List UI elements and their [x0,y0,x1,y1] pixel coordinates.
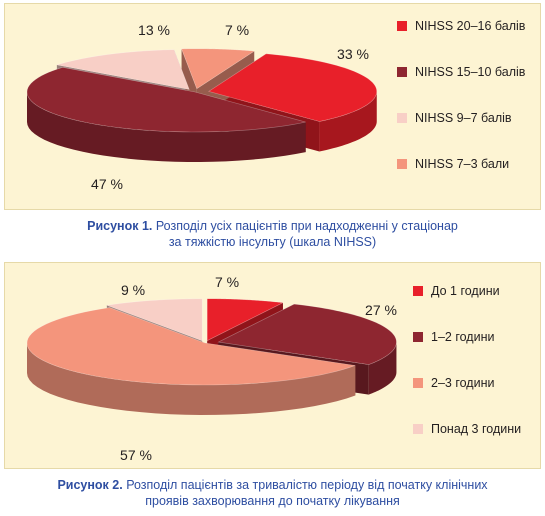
slice-value-label: 7 % [215,274,239,290]
legend-swatch [413,378,423,388]
slice-value-label: 9 % [121,282,145,298]
slice-value-label: 13 % [138,22,170,38]
slice-value-label: 7 % [225,22,249,38]
caption-text: Розподіл пацієнтів за тривалістю періоду… [126,478,488,492]
legend-1: NIHSS 20–16 балів NIHSS 15–10 балів NIHS… [397,16,525,200]
slice-value-label: 47 % [91,176,123,192]
caption-text: за тяжкістю інсульту (шкала NIHSS) [168,235,377,249]
chart-panel-1: 33 % 47 % 13 % 7 % NIHSS 20–16 балів NIHSS … [4,3,541,210]
legend-label: NIHSS 9–7 балів [415,111,512,125]
legend-item: 1–2 години [413,327,521,347]
chart-panel-2: 7 % 27 % 57 % 9 % До 1 години 1–2 години 2–… [4,262,541,469]
caption-label: Рисунок 1. [87,219,153,233]
legend-2: До 1 години 1–2 години 2–3 години Понад … [413,281,521,465]
pie-slice-side [368,342,397,395]
legend-swatch [397,67,407,77]
pie-slice-side [27,92,306,162]
legend-swatch [397,159,407,169]
pie-slice [217,303,397,365]
legend-item: NIHSS 15–10 балів [397,62,525,82]
legend-item: NIHSS 7–3 бали [397,154,525,174]
pie-chart-1: 33 % 47 % 13 % 7 % [26,22,378,192]
legend-swatch [413,424,423,434]
legend-label: Понад 3 години [431,422,522,436]
slice-value-label: 57 % [120,447,152,463]
legend-label: NIHSS 20–16 балів [415,19,526,33]
pie-slice [181,48,256,90]
legend-label: NIHSS 15–10 балів [415,65,526,79]
legend-swatch [397,113,407,123]
pie-chart-2: 7 % 27 % 57 % 9 % [26,274,397,463]
legend-swatch [413,286,423,296]
caption-text: Розподіл усіх пацієнтів при надходженні … [155,219,458,233]
pie-slice [26,307,356,386]
pie-slice [106,298,203,342]
pie-slice-side [27,343,356,415]
legend-swatch [397,21,407,31]
figure-caption-2: Рисунок 2. Розподіл пацієнтів за тривалі… [0,477,545,509]
pie-slice [26,67,306,133]
legend-label: 1–2 години [431,330,495,344]
caption-text: проявів захворювання до початку лікуванн… [145,494,400,508]
pie-slice [56,49,190,90]
figure-caption-1: Рисунок 1. Розподіл усіх пацієнтів при н… [0,218,545,250]
pie-slice [206,298,285,342]
legend-label: 2–3 години [431,376,495,390]
legend-item: 2–3 години [413,373,521,393]
caption-label: Рисунок 2. [57,478,123,492]
slice-value-label: 27 % [365,302,397,318]
slice-value-label: 33 % [337,46,369,62]
pie-slice-side [319,91,377,152]
legend-label: До 1 години [431,284,500,298]
legend-item: Понад 3 години [413,419,521,439]
legend-item: NIHSS 20–16 балів [397,16,525,36]
legend-item: До 1 години [413,281,521,301]
legend-swatch [413,332,423,342]
pie-slice [208,53,378,122]
legend-item: NIHSS 9–7 балів [397,108,525,128]
legend-label: NIHSS 7–3 бали [415,157,510,171]
